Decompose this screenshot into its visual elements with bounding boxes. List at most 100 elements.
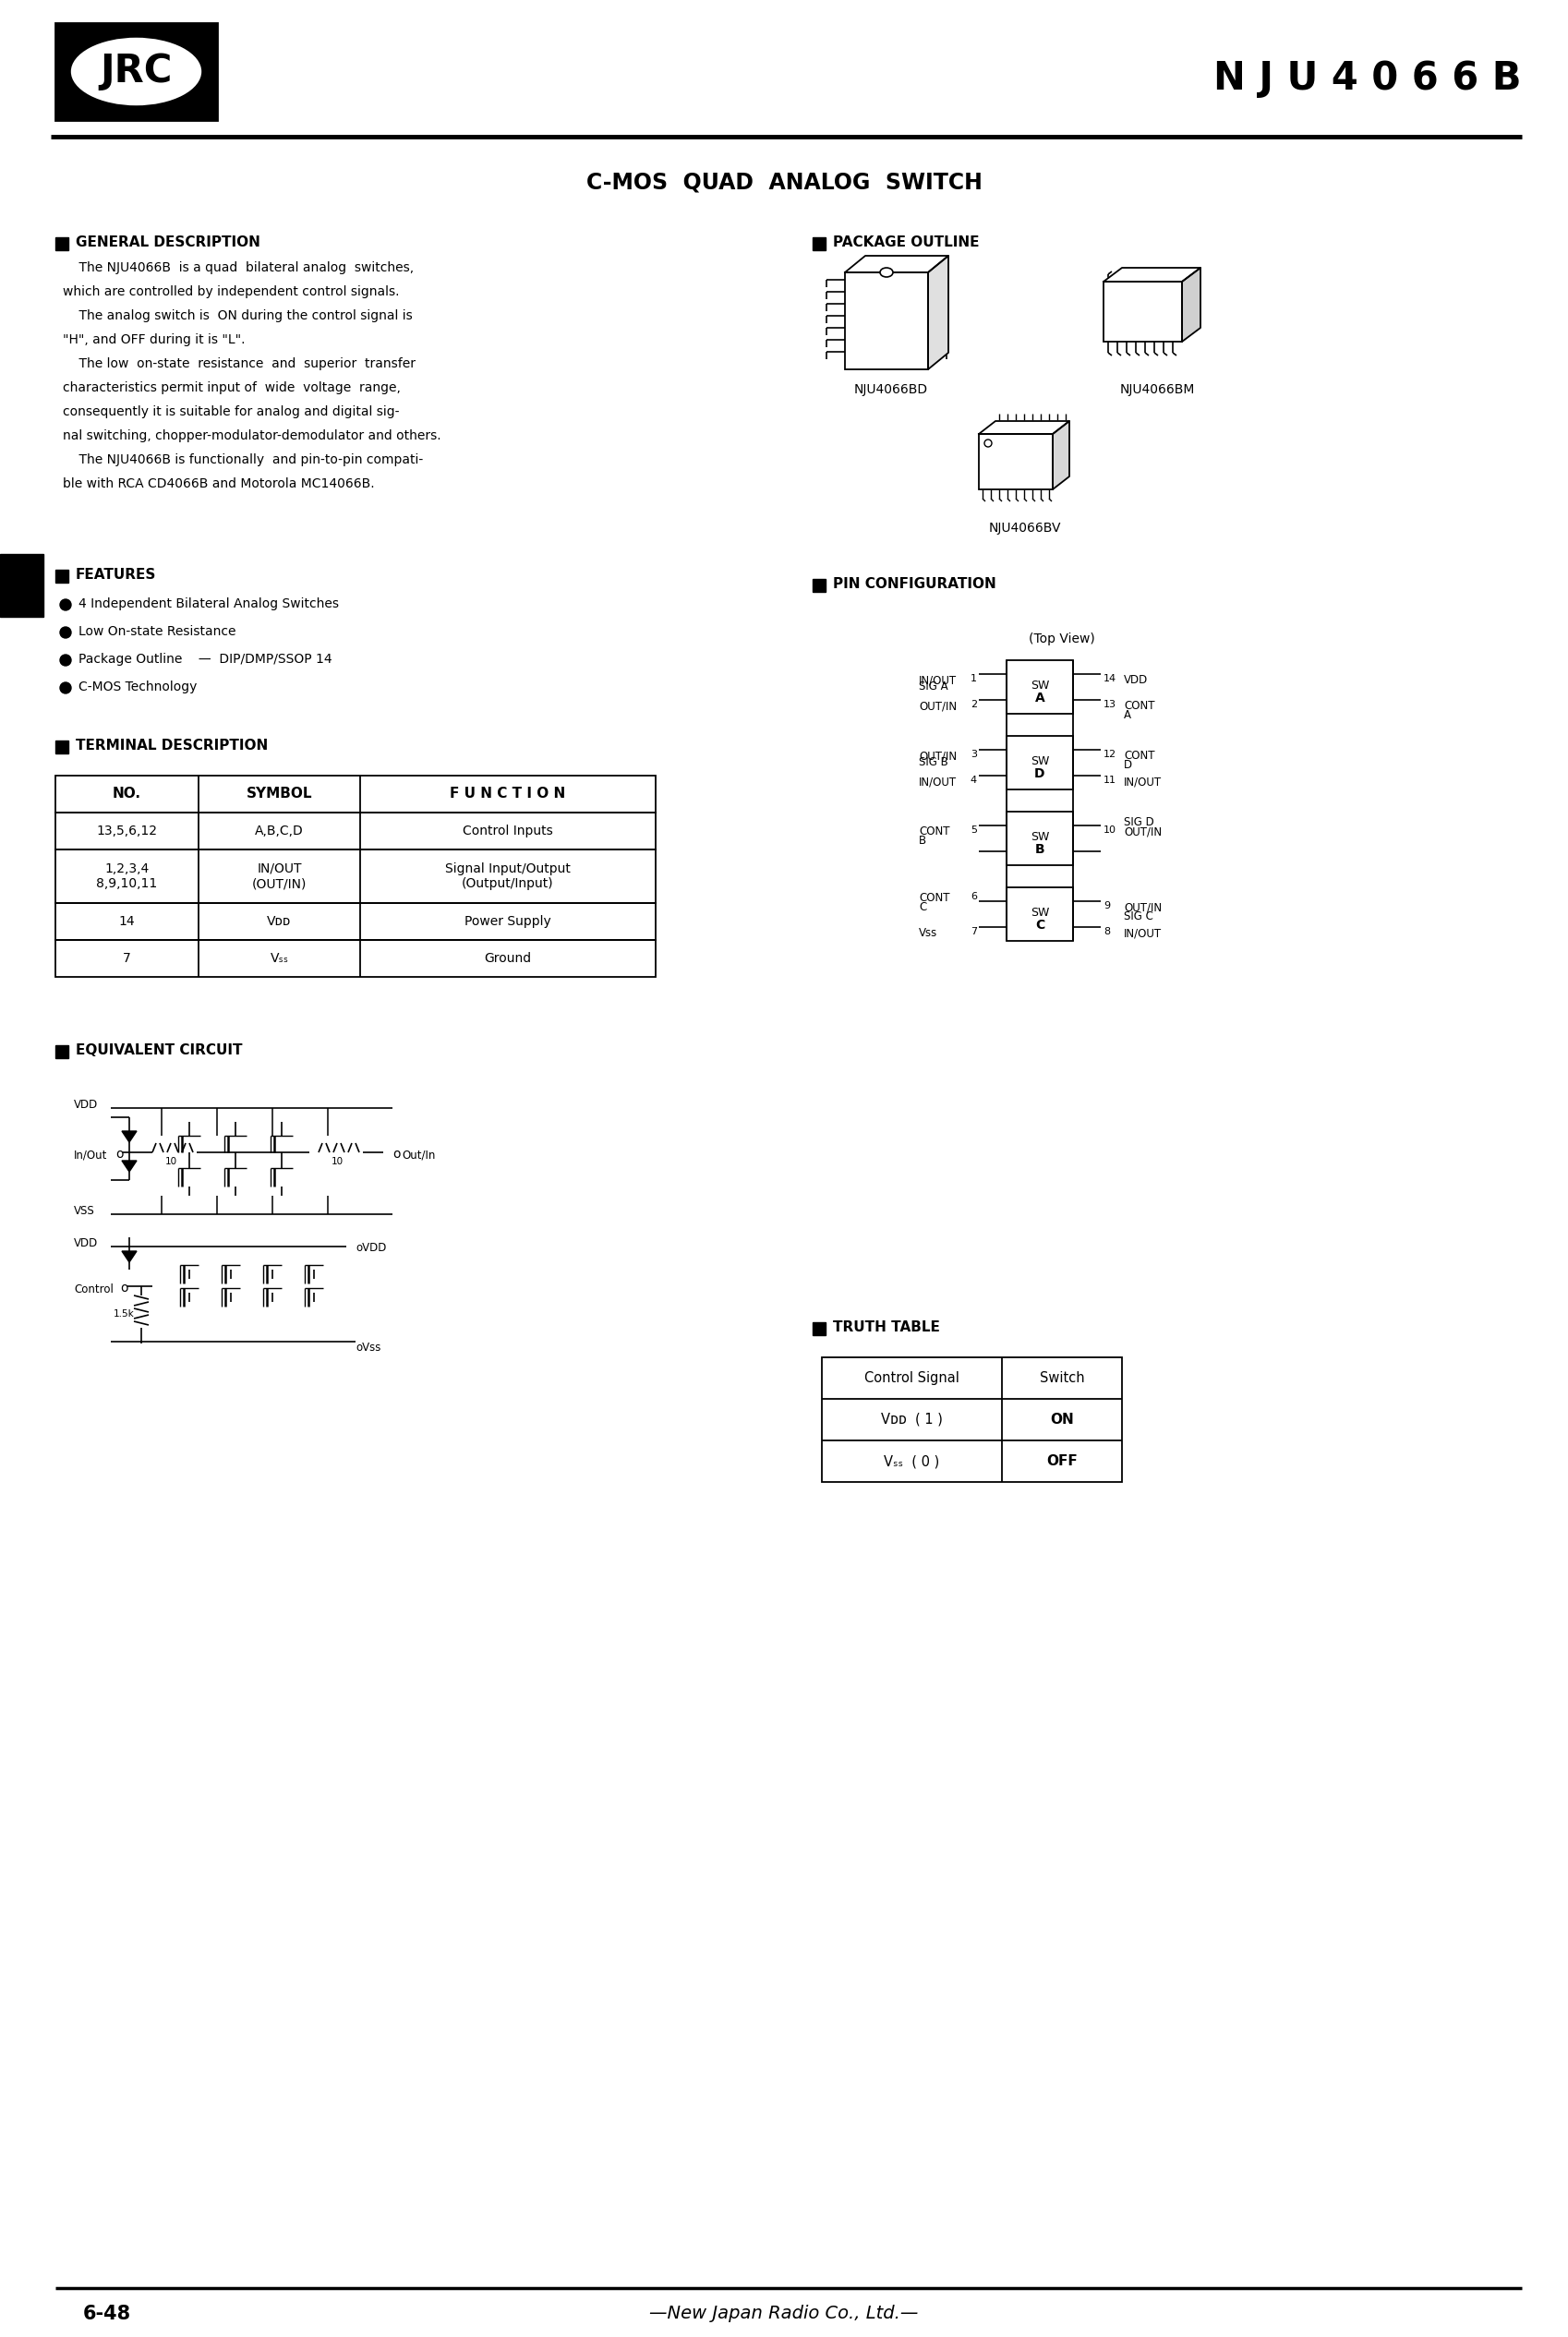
Text: 14: 14 xyxy=(119,916,135,928)
Text: C: C xyxy=(1035,918,1044,932)
Text: C: C xyxy=(919,902,927,914)
Text: SIG D: SIG D xyxy=(1124,816,1154,827)
Bar xyxy=(55,939,655,977)
Text: Signal Input/Output
(Output/Input): Signal Input/Output (Output/Input) xyxy=(445,862,571,890)
Text: Switch: Switch xyxy=(1040,1372,1085,1386)
Text: 3: 3 xyxy=(971,750,977,760)
Text: 14: 14 xyxy=(1104,673,1116,682)
Text: 4 Independent Bilateral Analog Switches: 4 Independent Bilateral Analog Switches xyxy=(78,598,339,610)
Text: VDD: VDD xyxy=(74,1236,99,1250)
Text: 10: 10 xyxy=(1104,825,1116,834)
Text: 9: 9 xyxy=(1104,902,1110,911)
Text: Vᴅᴅ  ( 1 ): Vᴅᴅ ( 1 ) xyxy=(881,1414,942,1426)
Text: "H", and OFF during it is "L".: "H", and OFF during it is "L". xyxy=(63,334,245,346)
Text: IN/OUT
(OUT/IN): IN/OUT (OUT/IN) xyxy=(252,862,307,890)
Text: 13,5,6,12: 13,5,6,12 xyxy=(97,825,157,837)
Text: Power Supply: Power Supply xyxy=(464,916,552,928)
Text: Control Signal: Control Signal xyxy=(864,1372,960,1386)
Text: The analog switch is  ON during the control signal is: The analog switch is ON during the contr… xyxy=(63,308,412,323)
Text: 1: 1 xyxy=(971,673,977,682)
Text: Ground: Ground xyxy=(485,951,532,965)
Text: 13: 13 xyxy=(1104,699,1116,708)
Text: The NJU4066B  is a quad  bilateral analog  switches,: The NJU4066B is a quad bilateral analog … xyxy=(63,262,414,273)
Text: 5: 5 xyxy=(971,825,977,834)
Text: nal switching, chopper-modulator-demodulator and others.: nal switching, chopper-modulator-demodul… xyxy=(63,430,441,442)
Circle shape xyxy=(60,598,71,610)
Text: OUT/IN: OUT/IN xyxy=(1124,825,1162,837)
Text: IN/OUT: IN/OUT xyxy=(919,776,956,788)
Polygon shape xyxy=(1052,421,1069,488)
Text: A: A xyxy=(1124,708,1131,722)
Bar xyxy=(812,1323,826,1334)
Polygon shape xyxy=(122,1250,136,1262)
Text: 6-48: 6-48 xyxy=(83,2304,132,2323)
Text: 12: 12 xyxy=(1104,750,1116,760)
Bar xyxy=(1007,811,1073,865)
Bar xyxy=(978,435,1052,488)
Text: TERMINAL DESCRIPTION: TERMINAL DESCRIPTION xyxy=(75,738,268,753)
Text: (Top View): (Top View) xyxy=(1029,633,1094,645)
Text: VDD: VDD xyxy=(74,1098,99,1110)
Ellipse shape xyxy=(71,37,202,108)
Text: Control Inputs: Control Inputs xyxy=(463,825,554,837)
Bar xyxy=(1007,736,1073,790)
Text: ble with RCA CD4066B and Motorola MC14066B.: ble with RCA CD4066B and Motorola MC1406… xyxy=(63,477,375,491)
Text: characteristics permit input of  wide  voltage  range,: characteristics permit input of wide vol… xyxy=(63,381,401,395)
Circle shape xyxy=(60,654,71,666)
Text: F U N C T I O N: F U N C T I O N xyxy=(450,788,566,802)
Bar xyxy=(812,238,826,250)
Text: CONT: CONT xyxy=(919,893,950,904)
Text: Vₛₛ: Vₛₛ xyxy=(270,951,289,965)
Bar xyxy=(55,1045,69,1059)
Text: CONT: CONT xyxy=(919,825,950,837)
Text: ON: ON xyxy=(1051,1414,1074,1426)
Bar xyxy=(55,741,69,753)
Text: GENERAL DESCRIPTION: GENERAL DESCRIPTION xyxy=(75,236,260,250)
Text: JRC: JRC xyxy=(100,51,172,91)
Text: 7: 7 xyxy=(971,928,977,937)
Bar xyxy=(55,848,655,902)
Text: OFF: OFF xyxy=(1046,1454,1077,1468)
Bar xyxy=(55,776,655,813)
Bar xyxy=(1007,888,1073,942)
Text: o: o xyxy=(392,1147,400,1161)
Text: VSS: VSS xyxy=(74,1206,96,1218)
Polygon shape xyxy=(122,1161,136,1171)
Text: o: o xyxy=(121,1281,129,1295)
Text: PACKAGE OUTLINE: PACKAGE OUTLINE xyxy=(833,236,980,250)
Text: Package Outline    —  DIP/DMP/SSOP 14: Package Outline — DIP/DMP/SSOP 14 xyxy=(78,652,332,666)
Text: SW: SW xyxy=(1030,680,1049,692)
Text: PIN CONFIGURATION: PIN CONFIGURATION xyxy=(833,577,996,591)
Text: CONT: CONT xyxy=(1124,750,1154,762)
Text: Vᴅᴅ: Vᴅᴅ xyxy=(267,916,292,928)
Text: Out/In: Out/In xyxy=(401,1150,436,1161)
Text: 1,2,3,4
8,9,10,11: 1,2,3,4 8,9,10,11 xyxy=(96,862,157,890)
Text: 6: 6 xyxy=(971,893,977,902)
Text: The NJU4066B is functionally  and pin-to-pin compati-: The NJU4066B is functionally and pin-to-… xyxy=(63,453,423,467)
Text: which are controlled by independent control signals.: which are controlled by independent cont… xyxy=(63,285,400,299)
Text: 1.5k: 1.5k xyxy=(113,1309,135,1318)
Text: SW: SW xyxy=(1030,755,1049,767)
Polygon shape xyxy=(845,255,949,273)
Circle shape xyxy=(60,626,71,638)
Text: IN/OUT: IN/OUT xyxy=(1124,928,1162,939)
Text: In/Out: In/Out xyxy=(74,1150,108,1161)
Text: N J U 4 0 6 6 B: N J U 4 0 6 6 B xyxy=(1214,58,1523,98)
Text: oVDD: oVDD xyxy=(356,1241,386,1255)
Polygon shape xyxy=(928,255,949,369)
Text: SW: SW xyxy=(1030,830,1049,844)
Text: NJU4066BM: NJU4066BM xyxy=(1120,383,1195,395)
Polygon shape xyxy=(978,421,1069,435)
Bar xyxy=(55,238,69,250)
Text: —New Japan Radio Co., Ltd.—: —New Japan Radio Co., Ltd.— xyxy=(649,2304,919,2323)
Text: SIG B: SIG B xyxy=(919,757,949,769)
Text: 7: 7 xyxy=(122,951,132,965)
Text: EQUIVALENT CIRCUIT: EQUIVALENT CIRCUIT xyxy=(75,1042,243,1056)
Text: Control: Control xyxy=(74,1283,113,1295)
Bar xyxy=(822,1358,1123,1482)
Bar xyxy=(845,273,928,369)
Text: 8: 8 xyxy=(1104,928,1110,937)
Text: SW: SW xyxy=(1030,907,1049,918)
Polygon shape xyxy=(1104,269,1201,283)
Text: OUT/IN: OUT/IN xyxy=(1124,902,1162,914)
